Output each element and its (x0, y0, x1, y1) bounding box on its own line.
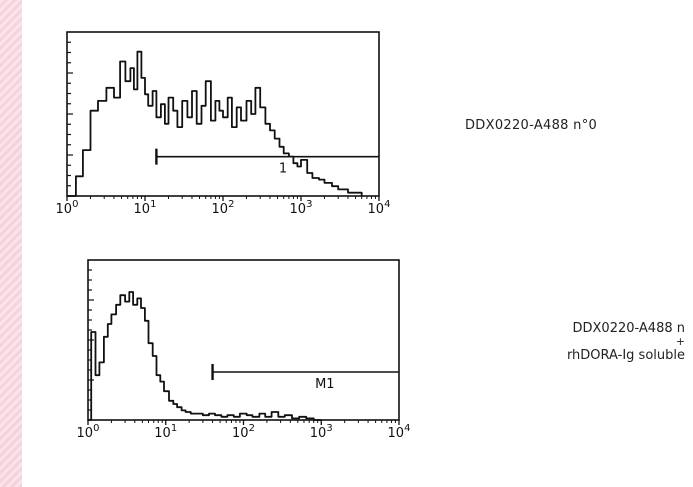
plot-frame (87, 259, 400, 421)
x-tick-label: 102 (232, 423, 255, 441)
panel2-label-line1: DDX0220-A488 n (572, 321, 686, 336)
panel2-label-line2: rhDORA-Ig soluble (566, 348, 685, 363)
histogram-series-line (88, 291, 322, 421)
x-tick-label: 101 (154, 423, 177, 441)
left-decorative-strip (0, 0, 22, 487)
panel2-label-plus: + (675, 335, 685, 348)
panel2-sample-label: DDX0220-A488 n + rhDORA-Ig soluble (465, 320, 693, 364)
marker-label: M1 (315, 377, 335, 392)
x-tick-label: 102 (212, 199, 235, 217)
histogram-series-line (67, 50, 363, 197)
x-tick-label: 101 (134, 199, 157, 217)
x-tick-label: 100 (56, 199, 79, 217)
x-tick-label: 103 (310, 423, 333, 441)
x-tick-label: 103 (290, 199, 313, 217)
panel1-sample-label: DDX0220-A488 n°0 (465, 118, 598, 133)
x-tick-label: 104 (388, 423, 411, 441)
x-tick-label: 100 (77, 423, 100, 441)
histogram-panel-1: 100 101 102 103 104 1 (56, 31, 391, 217)
marker-label: 1 (279, 162, 287, 177)
x-tick-label: 104 (368, 199, 391, 217)
histogram-panel-2: 100 101 102 103 104 M1 (77, 259, 411, 441)
